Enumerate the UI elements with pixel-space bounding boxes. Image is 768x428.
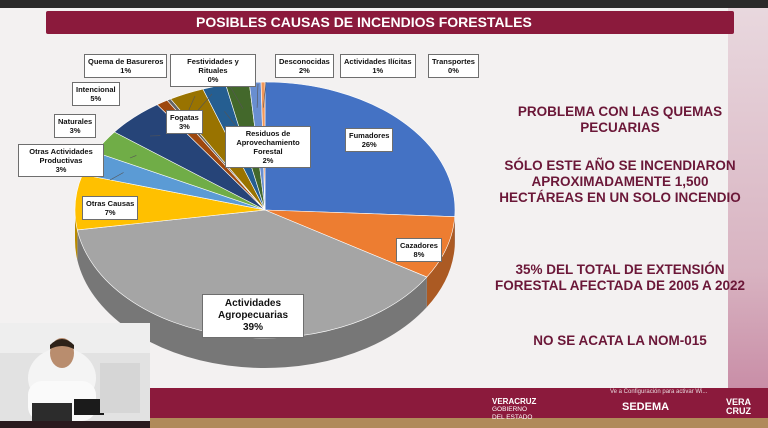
right-text-2: SÓLO ESTE AÑO SE INCENDIARON APROXIMADAM… — [499, 158, 741, 205]
bottom-gold-band — [150, 418, 768, 428]
veracruz-line1: VERACRUZ — [492, 397, 537, 406]
slice-label-value: 3% — [178, 122, 190, 131]
slice-label-4: Otras Actividades Productivas 3% — [18, 144, 104, 177]
slice-label-name: Otras Causas — [86, 199, 135, 208]
slice-label-12: Actividades Ilícitas 1% — [340, 54, 416, 78]
slide-title: POSIBLES CAUSAS DE INCENDIOS FORESTALES — [46, 11, 734, 34]
pie-side-3 — [75, 210, 78, 260]
slice-label-value: 39% — [242, 322, 263, 333]
slice-label-value: 1% — [120, 66, 132, 75]
right-text-4: NO SE ACATA LA NOM-015 — [533, 333, 707, 348]
veracruz-line2: GOBIERNO — [492, 406, 528, 413]
slice-label-value: 7% — [104, 208, 116, 217]
slice-label-value: 2% — [299, 66, 310, 75]
leader-line-4 — [109, 172, 124, 181]
slice-label-8: Festividades y Rituales 0% — [170, 54, 256, 87]
slice-label-name: Festividades y Rituales — [187, 57, 239, 75]
bottom-maroon-band — [150, 388, 768, 418]
slice-label-value: 3% — [55, 165, 67, 174]
slice-label-11: Desconocidas 2% — [275, 54, 334, 78]
slice-label-6: Intencional 5% — [72, 82, 120, 106]
slice-label-1: Cazadores 8% — [396, 238, 442, 262]
slice-label-value: 8% — [413, 250, 425, 259]
speaker-video — [0, 323, 150, 421]
veracruz-line3: DEL ESTADO — [492, 414, 533, 421]
slice-label-value: 1% — [372, 66, 384, 75]
slice-label-value: 3% — [69, 126, 81, 135]
slice-label-2: Actividades Agropecuarias 39% — [202, 294, 304, 338]
activation-notice: Ve a Configuración para activar Wi... — [610, 389, 708, 395]
speaker-image — [0, 323, 150, 421]
slice-label-name: Transportes — [432, 57, 475, 66]
veracruz-logo: VERACRUZ GOBIERNO DEL ESTADO — [492, 398, 536, 422]
slice-label-value: 26% — [361, 140, 377, 149]
slice-label-name: Cazadores — [400, 241, 438, 250]
leader-line-11 — [229, 85, 244, 109]
right-text-3: 35% DEL TOTAL DE EXTENSIÓN FORESTAL AFEC… — [494, 262, 746, 293]
slice-label-name: Intencional — [76, 85, 116, 94]
slice-label-name: Quema de Basureros — [88, 57, 164, 66]
window-top-bar — [0, 0, 768, 8]
leader-line-12 — [256, 83, 259, 108]
slice-label-name: Naturales — [58, 117, 93, 126]
pie-side-2 — [77, 229, 427, 369]
slice-label-value: 2% — [262, 156, 274, 165]
slice-label-name: Actividades Ilícitas — [344, 57, 412, 66]
slice-label-7: Quema de Basureros 1% — [84, 54, 168, 78]
slice-label-name: Actividades Agropecuarias — [217, 298, 289, 321]
slice-label-name: Fumadores — [349, 131, 390, 140]
right-text-1: PROBLEMA CON LAS QUEMAS PECUARIAS — [517, 104, 723, 135]
slice-label-5: Naturales 3% — [54, 114, 97, 138]
slice-label-name: Otras Actividades Productivas — [29, 147, 93, 165]
slice-label-9: Fogatas 3% — [166, 110, 203, 134]
slice-label-13: Transportes 0% — [428, 54, 479, 78]
slice-label-name: Residuos de Aprovechamiento Forestal — [236, 129, 300, 156]
leader-line-5 — [129, 155, 137, 159]
slice-label-value: 5% — [90, 94, 102, 103]
slice-label-value: 0% — [207, 75, 219, 84]
slice-label-name: Desconocidas — [279, 57, 330, 66]
slice-label-value: 0% — [448, 66, 459, 75]
slice-label-name: Fogatas — [170, 113, 199, 122]
slice-label-0: Fumadores 26% — [345, 128, 394, 152]
slice-label-3: Otras Causas 7% — [82, 196, 139, 220]
slice-label-10: Residuos de Aprovechamiento Forestal 2% — [225, 126, 311, 168]
leader-line-13 — [263, 81, 267, 108]
sedema-logo: SEDEMA — [622, 401, 670, 413]
vera-cruz-logo: VERA CRUZ — [726, 397, 751, 416]
